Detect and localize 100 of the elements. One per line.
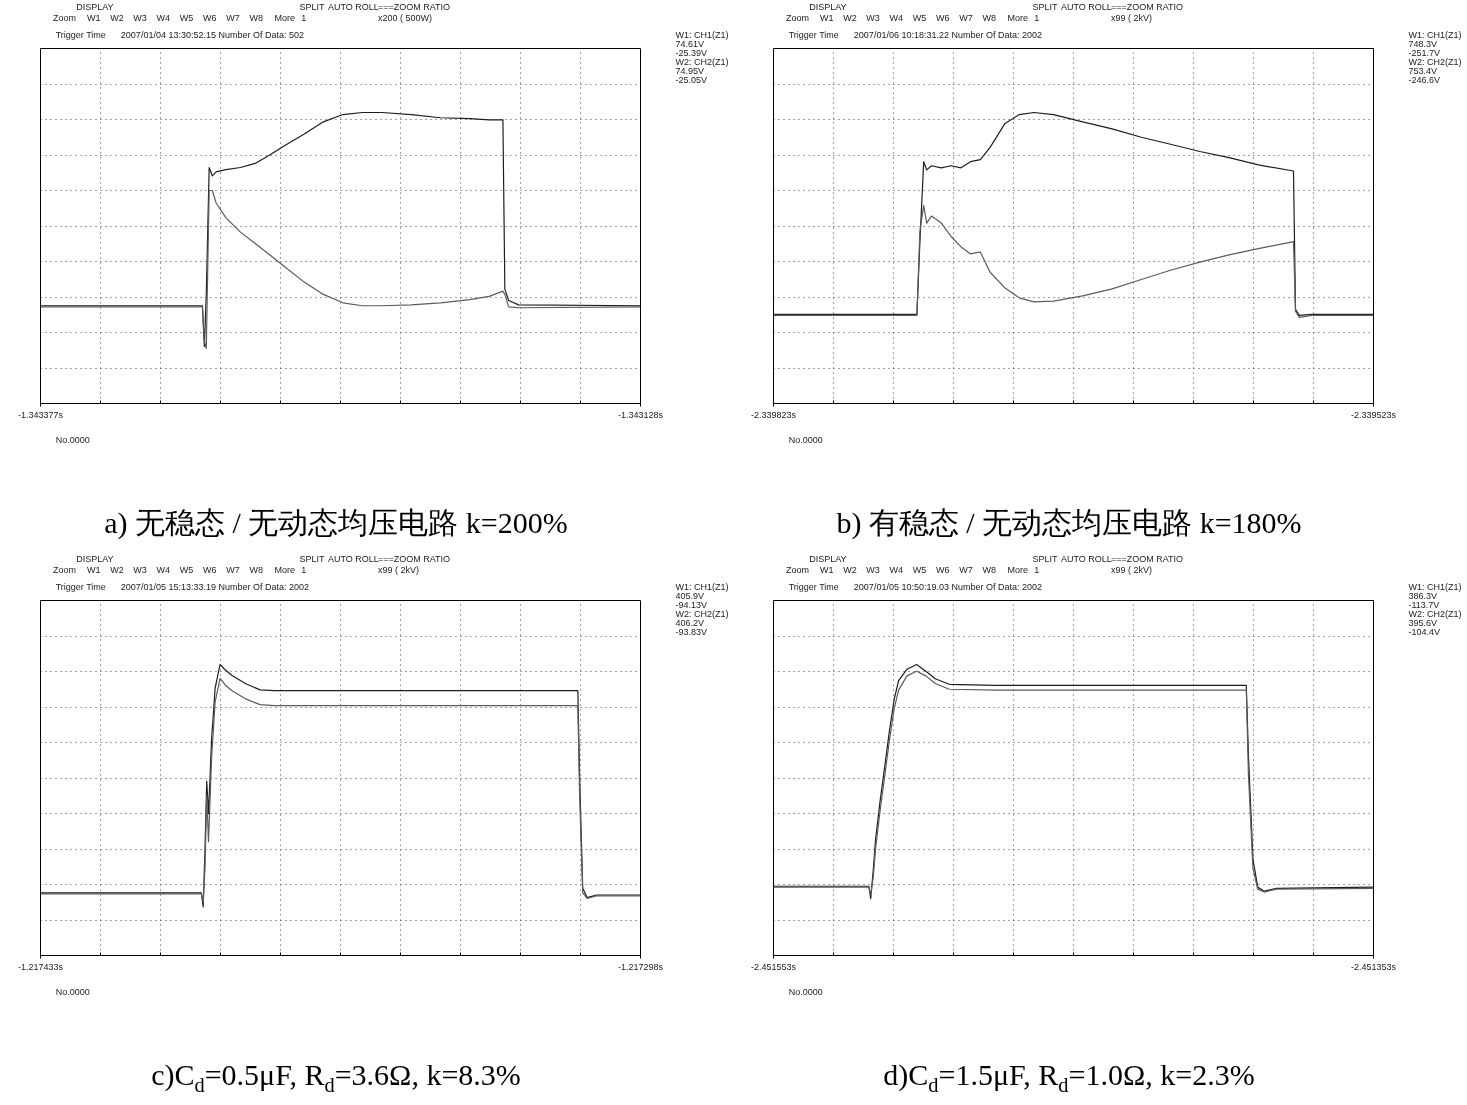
text: 2007/01/06 10:18:31.22 Number Of Data: 2002 [853, 29, 1042, 40]
text: W5 [912, 12, 927, 23]
text: SPLIT [299, 1, 325, 12]
text: Zoom [786, 12, 810, 23]
text: AUTO ROLL [1061, 1, 1112, 12]
text: W2: CH2(Z1) [675, 56, 729, 67]
text: -25.39V [675, 47, 708, 58]
text: 405.9V [675, 590, 705, 601]
text: 74.61V [675, 38, 705, 49]
text: W1: CH1(Z1) [1408, 29, 1462, 40]
text: 2007/01/04 13:30:52.15 Number Of Data: 502 [120, 29, 304, 40]
text: -93.83V [675, 626, 708, 637]
text: -251.7V [1408, 47, 1441, 58]
text: W8 [249, 564, 263, 575]
text: W8 [249, 12, 263, 23]
text: W6 [203, 564, 217, 575]
text: -246.6V [1408, 74, 1441, 85]
text: W7 [226, 564, 240, 575]
text: W2 [843, 564, 857, 575]
text: Trigger Time [55, 29, 106, 40]
text: 753.4V [1408, 65, 1438, 76]
text: 748.3V [1408, 38, 1438, 49]
text: W7 [959, 12, 973, 23]
text: W1: CH1(Z1) [675, 581, 729, 592]
text: W4 [889, 564, 904, 575]
text: More [1007, 12, 1028, 23]
text: W1 [86, 564, 101, 575]
text: c)C$_{d}$=0.5μF, R$_{d}$=3.6Ω, k=8.3% [150, 1057, 522, 1096]
x-tick-label: -2.339523s [1350, 409, 1397, 420]
text: Zoom [53, 12, 77, 23]
text: DISPLAY [809, 1, 847, 12]
text: Zoom [53, 564, 77, 575]
text: W2 [110, 12, 124, 23]
text: W8 [982, 564, 996, 575]
text: 1 [301, 564, 307, 575]
text: x99 ( 2kV) [1111, 12, 1153, 23]
text: Trigger Time [55, 581, 106, 592]
text: W1: CH1(Z1) [675, 29, 729, 40]
text: W2: CH2(Z1) [1408, 56, 1462, 67]
text: 395.6V [1408, 617, 1438, 628]
text: 1 [301, 12, 307, 23]
text: x99 ( 2kV) [1111, 564, 1153, 575]
text: Trigger Time [788, 29, 839, 40]
text: W1: CH1(Z1) [1408, 581, 1462, 592]
text: W1 [819, 564, 834, 575]
text: W2 [843, 12, 857, 23]
text: W4 [156, 564, 171, 575]
text: W3 [866, 12, 880, 23]
text: More [274, 12, 295, 23]
text: AUTO ROLL [328, 553, 379, 564]
text: W4 [156, 12, 171, 23]
text: W3 [133, 564, 147, 575]
text: 1 [1034, 12, 1040, 23]
text: SPLIT [299, 553, 325, 564]
text: AUTO ROLL [328, 1, 379, 12]
text: W1 [86, 12, 101, 23]
text: 2007/01/05 10:50:19.03 Number Of Data: 2002 [853, 581, 1042, 592]
text: x99 ( 2kV) [378, 564, 420, 575]
text: W5 [179, 12, 194, 23]
text: ===ZOOM RATIO [378, 1, 451, 12]
text: W4 [889, 12, 904, 23]
x-tick-label: -1.343128s [617, 409, 664, 420]
text: 2007/01/05 15:13:33.19 Number Of Data: 2002 [120, 581, 309, 592]
text: ===ZOOM RATIO [1111, 1, 1184, 12]
x-tick-label: -1.217298s [617, 961, 664, 972]
text: 1 [1034, 564, 1040, 575]
text: 386.3V [1408, 590, 1438, 601]
text: -104.4V [1408, 626, 1441, 637]
text: a) 无稳态 / 无动态均压电路 k=200% [103, 505, 569, 541]
text: b) 有稳态 / 无动态均压电路 k=180% [835, 505, 1303, 541]
text: W2 [110, 564, 124, 575]
text: W6 [203, 12, 217, 23]
text: -113.7V [1408, 599, 1440, 610]
text: SPLIT [1032, 553, 1058, 564]
text: -25.05V [675, 74, 708, 85]
text: DISPLAY [809, 553, 847, 564]
text: W5 [179, 564, 194, 575]
text: No.0000 [788, 986, 823, 997]
text: W5 [912, 564, 927, 575]
text: W7 [226, 12, 240, 23]
x-tick-label: -2.339823s [750, 409, 797, 420]
text: x200 ( 500W) [378, 12, 433, 23]
text: Zoom [786, 564, 810, 575]
text: No.0000 [55, 434, 90, 445]
text: DISPLAY [76, 553, 114, 564]
text: Trigger Time [788, 581, 839, 592]
text: d)C$_{d}$=1.5μF, R$_{d}$=1.0Ω, k=2.3% [882, 1057, 1256, 1096]
text: ===ZOOM RATIO [378, 553, 451, 564]
x-tick-label: -1.343377s [17, 409, 64, 420]
text: More [274, 564, 295, 575]
text: W2: CH2(Z1) [675, 608, 729, 619]
text: W3 [866, 564, 880, 575]
x-tick-label: -2.451553s [750, 961, 797, 972]
text: SPLIT [1032, 1, 1058, 12]
text: DISPLAY [76, 1, 114, 12]
x-tick-label: -1.217433s [17, 961, 64, 972]
text: More [1007, 564, 1028, 575]
text: No.0000 [55, 986, 90, 997]
text: 406.2V [675, 617, 705, 628]
text: ===ZOOM RATIO [1111, 553, 1184, 564]
